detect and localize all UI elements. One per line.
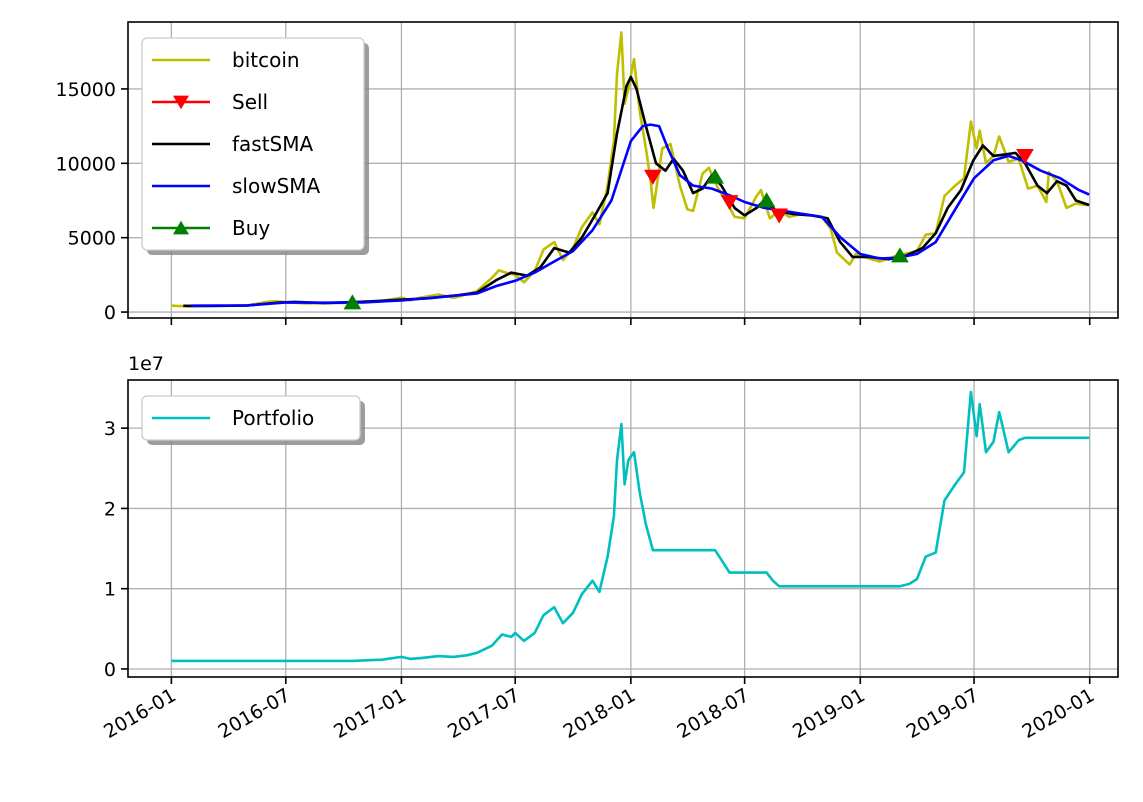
x-tick-label: 2019-01 bbox=[789, 684, 869, 743]
y-tick-label: 0 bbox=[104, 659, 116, 681]
series-line-Portfolio bbox=[171, 390, 1090, 663]
legend-label-slowSMA: slowSMA bbox=[232, 174, 321, 198]
marker-sell bbox=[1016, 148, 1034, 165]
series-group bbox=[171, 390, 1090, 663]
legend-box bbox=[141, 395, 361, 441]
y-tick-label: 2 bbox=[104, 498, 116, 520]
y-tick-label: 3 bbox=[104, 418, 116, 440]
x-tick-label: 2017-07 bbox=[444, 684, 524, 743]
marker-buy bbox=[891, 247, 909, 263]
legend-label-Sell: Sell bbox=[232, 90, 268, 114]
marker-sell bbox=[770, 208, 789, 224]
marker-sell bbox=[720, 195, 739, 211]
legend-label-fastSMA: fastSMA bbox=[232, 132, 314, 156]
legend-marker-sell bbox=[173, 95, 189, 110]
x-tick-label: 2018-07 bbox=[673, 684, 753, 743]
marker-sell bbox=[643, 169, 662, 185]
y-multiplier-label: 1e7 bbox=[128, 353, 164, 375]
y-tick-label: 0 bbox=[104, 302, 116, 324]
y-tick-label: 1 bbox=[104, 579, 116, 601]
price-panel: 0 5000 10000 15000 bitcoin Sell fastSMA slowSMA… bbox=[56, 21, 1119, 325]
axes-frame bbox=[127, 21, 1119, 319]
legend-label-Portfolio: Portfolio bbox=[232, 406, 314, 430]
marker-buy bbox=[706, 168, 724, 184]
y-tick-label: 5000 bbox=[68, 228, 116, 250]
x-tick-label: 2016-01 bbox=[100, 684, 180, 743]
series-line-slowSMA bbox=[190, 123, 1090, 307]
marker-buy bbox=[757, 192, 776, 208]
y-tick-label: 10000 bbox=[56, 153, 116, 175]
x-tick-label: 2020-01 bbox=[1018, 684, 1098, 743]
series-group bbox=[171, 31, 1090, 310]
x-tick-label: 2018-01 bbox=[560, 684, 640, 743]
legend-label-Buy: Buy bbox=[232, 216, 270, 240]
portfolio-panel: 0 1 2 3 2016-01 2016-07 2017-01 2017-07 2018-01 2… bbox=[100, 353, 1119, 743]
legend: Portfolio bbox=[141, 395, 365, 445]
legend-label-bitcoin: bitcoin bbox=[232, 48, 300, 72]
legend: bitcoin Sell fastSMA slowSMA Buy bbox=[141, 37, 369, 255]
x-tick-label: 2019-07 bbox=[903, 684, 983, 743]
legend-box bbox=[141, 37, 365, 251]
legend-marker-buy bbox=[173, 220, 189, 235]
marker-buy bbox=[343, 294, 362, 310]
series-line-fastSMA bbox=[183, 75, 1090, 308]
x-tick-label: 2017-01 bbox=[330, 684, 410, 743]
x-tick-label: 2016-07 bbox=[215, 684, 295, 743]
y-tick-label: 15000 bbox=[56, 79, 116, 101]
axes-frame bbox=[127, 379, 1119, 678]
